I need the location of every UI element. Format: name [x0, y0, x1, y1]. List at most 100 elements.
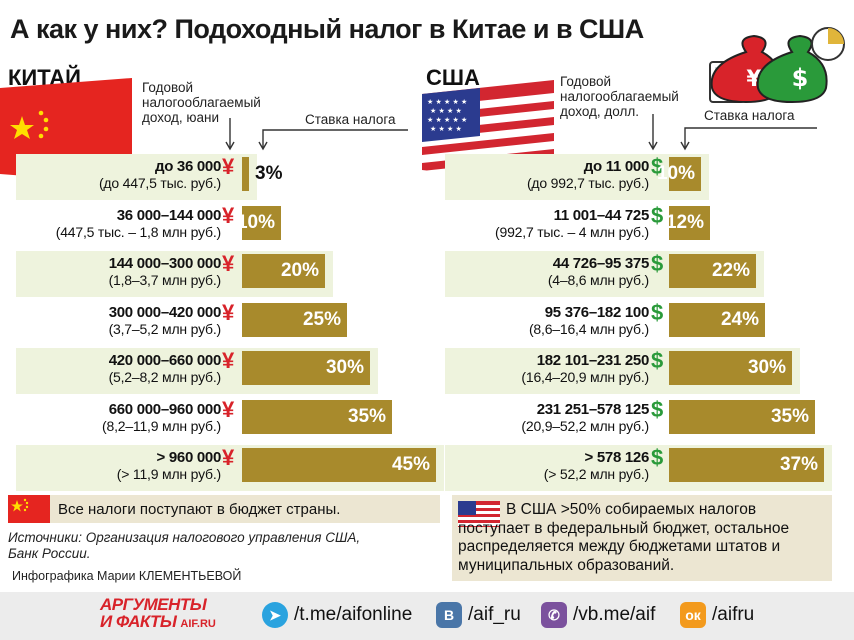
rate-bar: 3% [242, 157, 282, 191]
usa-note-box: В США >50% собираемых налогов поступает … [452, 495, 832, 581]
income-bracket: 36 000–144 000 (447,5 тыс. – 1,8 млн руб.… [56, 206, 222, 240]
dollar-icon: $ [651, 396, 664, 422]
svg-text:★ ★ ★ ★ ★: ★ ★ ★ ★ ★ [427, 116, 467, 124]
china-note-text: Все налоги поступают в бюджет страны. [58, 501, 341, 518]
rate-label: 30% [747, 357, 786, 378]
aif-logo[interactable]: АРГУМЕНТЫ И ФАКТЫ AIF.RU [100, 596, 240, 636]
bracket-rub: (1,8–3,7 млн руб.) [108, 272, 222, 288]
rate-label: 45% [391, 454, 430, 475]
bracket-range: 660 000–960 000 [108, 400, 222, 418]
svg-text:★ ★ ★ ★: ★ ★ ★ ★ [430, 125, 462, 133]
dollar-icon: $ [651, 445, 664, 470]
bracket-rub: (8,6–16,4 млн руб.) [528, 320, 649, 337]
income-bracket: > 960 000 (> 11,9 млн руб.) [116, 449, 222, 482]
bracket-rub: (3,7–5,2 млн руб.) [108, 320, 222, 337]
yuan-icon: ¥ [222, 251, 235, 276]
rate-bar: 12% [665, 205, 710, 240]
bracket-range: > 578 126 [584, 449, 650, 466]
rate-bar: 20% [242, 254, 325, 288]
yuan-icon: ¥ [222, 154, 235, 179]
bracket-rub: (> 11,9 млн руб.) [116, 466, 221, 482]
rate-bar: 35% [242, 399, 392, 434]
rate-label: 25% [302, 308, 341, 330]
rate-label: 24% [720, 308, 759, 330]
rate-label: 10% [236, 211, 275, 233]
yuan-icon: ¥ [222, 202, 235, 228]
usa-label: США [426, 65, 480, 90]
odnoklassniki-link-text: /aifru [712, 604, 755, 625]
dollar-icon: $ [651, 251, 664, 276]
usa-rate-header: Ставка налога [704, 108, 795, 123]
vk-link-text: /aif_ru [468, 604, 521, 625]
viber-link[interactable]: ✆ /vb.me/aif [541, 602, 655, 628]
dollar-icon: $ [651, 202, 664, 228]
bracket-rub: (16,4–20,9 млн руб.) [521, 369, 649, 385]
rate-label: 10% [656, 163, 695, 184]
viber-icon: ✆ [541, 602, 567, 628]
dollar-icon: $ [651, 154, 664, 179]
china-income-header: Годовой налогооблагаемый доход, юани [142, 80, 261, 125]
bracket-range: 300 000–420 000 [108, 303, 222, 321]
bracket-rub: (5,2–8,2 млн руб.) [108, 369, 222, 385]
china-note-box: Все налоги поступают в бюджет страны. [8, 495, 440, 523]
vk-icon: В [436, 602, 462, 628]
bracket-rub: (992,7 тыс. – 4 млн руб.) [495, 223, 649, 240]
income-bracket: 95 376–182 100 (8,6–16,4 млн руб.) [529, 304, 649, 337]
vk-link[interactable]: В /aif_ru [436, 602, 521, 628]
china-header-arrows [225, 118, 408, 151]
odnoklassniki-icon: ок [680, 602, 706, 628]
row-background [16, 154, 257, 200]
bracket-range: до 36 000 [154, 158, 221, 175]
income-bracket: 660 000–960 000 (8,2–11,9 млн руб.) [102, 401, 221, 434]
rate-bar: 25% [242, 302, 347, 337]
logo-domain: AIF.RU [180, 618, 216, 630]
bracket-range: до 11 000 [583, 158, 650, 175]
usa-income-header: Годовой налогооблагаемый доход, долл. [560, 74, 679, 119]
credit: Инфографика Марии КЛЕМЕНТЬЕВОЙ [12, 569, 242, 583]
rate-bar: 35% [669, 399, 815, 434]
row-background [445, 154, 709, 200]
rate-bar: 10% [237, 205, 281, 240]
svg-text:$: $ [792, 64, 809, 92]
bracket-range: 36 000–144 000 [116, 206, 222, 224]
rate-bar: 37% [669, 448, 824, 482]
bracket-range: 182 101–231 250 [536, 352, 650, 369]
dollar-icon: $ [651, 299, 664, 325]
yuan-icon: ¥ [222, 396, 235, 422]
china-rate-header: Ставка налога [305, 112, 396, 127]
rate-bar: 10% [657, 157, 701, 191]
china-small-flag-icon [8, 495, 50, 523]
svg-text:★ ★ ★ ★ ★: ★ ★ ★ ★ ★ [427, 98, 467, 106]
rate-label: 22% [711, 260, 750, 281]
income-bracket: 420 000–660 000 (5,2–8,2 млн руб.) [108, 352, 222, 385]
rate-label: 35% [770, 405, 809, 427]
yuan-icon: ¥ [222, 299, 235, 325]
income-bracket: 44 726–95 375 (4–8,6 млн руб.) [548, 255, 649, 288]
page-title: А как у них? Подоходный налог в Китае и … [10, 14, 644, 44]
bracket-rub: (до 447,5 тыс. руб.) [98, 175, 221, 191]
rate-label: 37% [779, 454, 818, 475]
telegram-link[interactable]: ➤ /t.me/aifonline [262, 602, 412, 628]
bracket-rub: (20,9–52,2 млн руб.) [521, 417, 649, 434]
bracket-range: 144 000–300 000 [108, 255, 222, 272]
bracket-rub: (> 52,2 млн руб.) [543, 466, 649, 482]
rate-label: 12% [665, 211, 704, 233]
odnoklassniki-link[interactable]: ок /aifru [680, 602, 754, 628]
rate-bar: 45% [242, 448, 436, 482]
bracket-range: 11 001–44 725 [553, 206, 650, 224]
footer: АРГУМЕНТЫ И ФАКТЫ AIF.RU ➤ /t.me/aifonli… [0, 592, 854, 640]
rate-label: 35% [347, 405, 386, 427]
income-bracket: 11 001–44 725 (992,7 тыс. – 4 млн руб.) [495, 207, 649, 240]
bracket-rub: (8,2–11,9 млн руб.) [102, 417, 221, 434]
logo-bottom: И ФАКТЫ [100, 612, 177, 631]
dollar-icon: $ [651, 348, 664, 373]
bracket-range: 95 376–182 100 [544, 303, 650, 321]
rate-bar: 22% [669, 254, 756, 288]
income-bracket: 300 000–420 000 (3,7–5,2 млн руб.) [108, 303, 222, 337]
viber-link-text: /vb.me/aif [573, 604, 656, 625]
rate-label: 20% [280, 260, 319, 281]
bracket-range: 420 000–660 000 [108, 352, 222, 369]
bracket-range: > 960 000 [156, 449, 222, 466]
bracket-range: 231 251–578 125 [536, 400, 650, 418]
rate-bar: 30% [242, 351, 370, 385]
